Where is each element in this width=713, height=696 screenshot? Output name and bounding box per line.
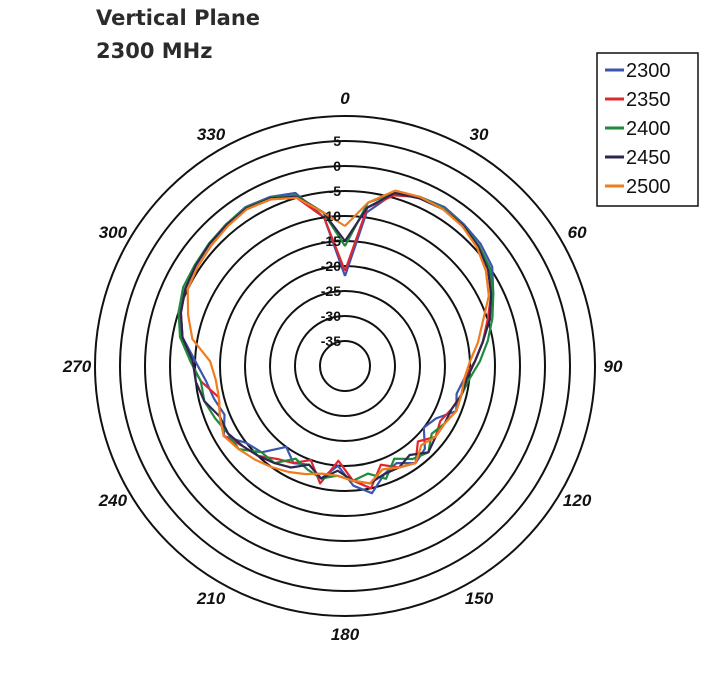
series-line-2450 — [179, 191, 493, 485]
angle-tick-label: 180 — [331, 625, 360, 644]
radial-tick-label: -25 — [321, 283, 341, 299]
grid-ring — [244, 265, 446, 467]
angle-tick-labels: 0 30 60 90 120 150 180 210 240 270 300 330 — [62, 89, 623, 644]
radial-tick-label: -15 — [321, 233, 341, 249]
chart-title-line1: Vertical Plane — [96, 6, 261, 30]
legend-label: 2350 — [626, 89, 671, 111]
angle-tick-label: 0 — [340, 89, 350, 108]
legend-label: 2500 — [626, 176, 671, 198]
grid-ring — [194, 215, 496, 517]
radial-tick-label: -10 — [321, 208, 341, 224]
radial-tick-label: -5 — [329, 183, 342, 199]
radial-grid — [94, 115, 596, 617]
grid-ring — [94, 115, 596, 617]
radial-tick-label: 5 — [333, 133, 341, 149]
angle-tick-label: 270 — [62, 357, 92, 376]
grid-ring — [144, 165, 546, 567]
angle-tick-label: 90 — [604, 357, 623, 376]
radial-tick-label: 0 — [333, 158, 341, 174]
radial-tick-label: -35 — [321, 333, 341, 349]
angle-tick-label: 240 — [98, 491, 128, 510]
radial-tick-labels: 5 0 -5 -10 -15 -20 -25 -30 -35 — [321, 133, 341, 349]
legend-label: 2400 — [626, 118, 671, 140]
series-layer — [177, 189, 495, 495]
chart-title-line2: 2300 MHz — [96, 39, 213, 63]
grid-ring — [319, 340, 371, 392]
radial-tick-label: -30 — [321, 308, 341, 324]
series-line-2500 — [186, 189, 490, 485]
angle-tick-label: 300 — [99, 223, 128, 242]
legend: 2300 2350 2400 2450 2500 — [596, 52, 699, 207]
angle-tick-label: 330 — [197, 125, 226, 144]
grid-ring — [169, 190, 521, 542]
grid-ring — [119, 140, 571, 592]
radial-tick-label: -20 — [321, 258, 341, 274]
angle-tick-label: 210 — [196, 589, 226, 608]
legend-label: 2300 — [626, 60, 671, 82]
grid-ring — [269, 290, 421, 442]
angle-tick-label: 120 — [563, 491, 592, 510]
angle-tick-label: 30 — [470, 125, 489, 144]
angle-tick-label: 60 — [568, 223, 587, 242]
grid-ring — [219, 240, 471, 492]
angle-tick-label: 150 — [465, 589, 494, 608]
legend-label: 2450 — [626, 147, 671, 169]
grid-ring — [294, 315, 396, 417]
